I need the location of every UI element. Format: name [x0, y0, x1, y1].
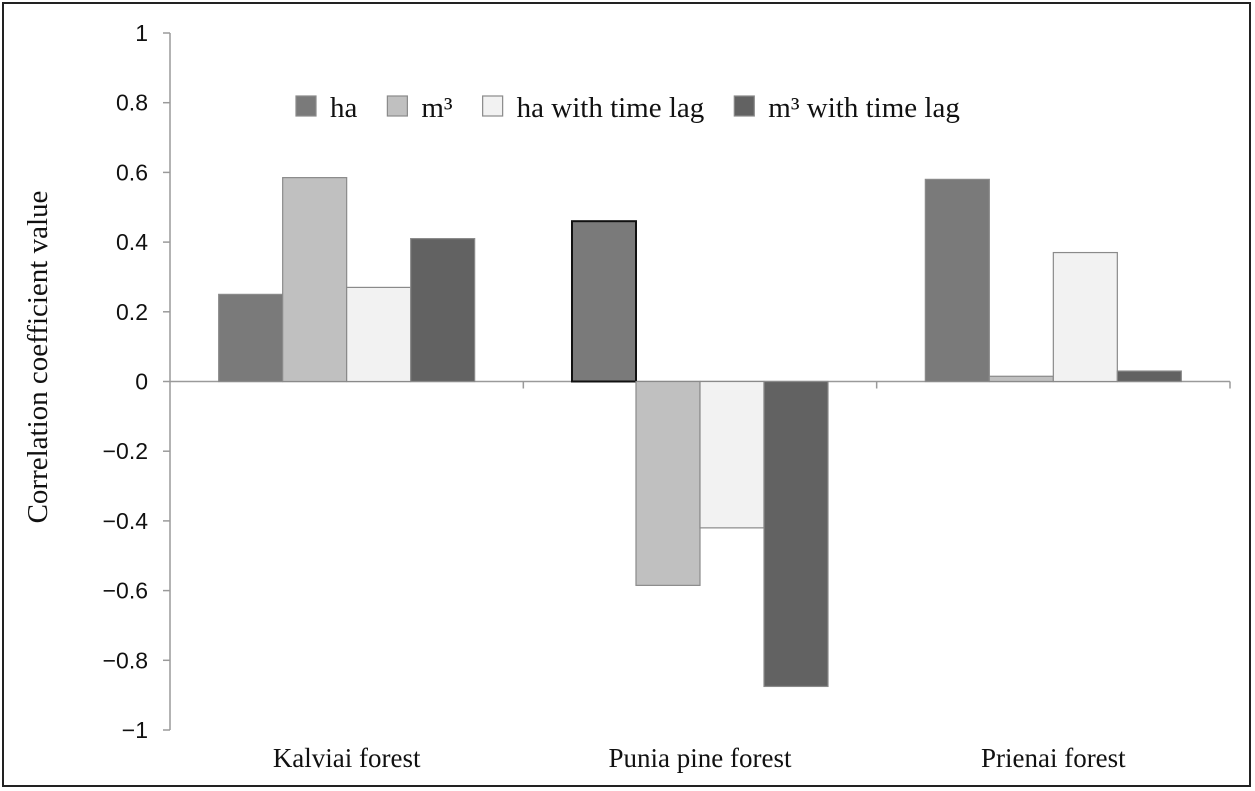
y-tick-label: −1 — [122, 717, 148, 743]
legend-swatch — [733, 95, 755, 117]
bar-1-1 — [635, 380, 701, 586]
y-axis-label: Correlation coefficient value — [22, 191, 54, 524]
y-tick-label: 1 — [135, 20, 148, 46]
bar-0-0 — [218, 293, 284, 383]
bar-2-0 — [346, 286, 412, 383]
y-tick-label: −0.4 — [103, 508, 149, 534]
y-tick-label: 0.4 — [116, 229, 148, 255]
category-label: Kalviai forest — [273, 743, 421, 773]
bar-1-2 — [988, 375, 1054, 383]
legend: ha m³ ha with time lag m³ with time lag — [295, 92, 960, 124]
legend-swatch — [386, 95, 408, 117]
bar-2-2 — [1052, 251, 1118, 383]
legend-label: ha — [330, 92, 358, 124]
y-tick-label: 0.8 — [116, 90, 148, 116]
y-tick-labels: 1 0.8 0.6 0.4 0.2 0 −0.2 −0.4 −0.6 −0.8 −1 — [103, 20, 149, 743]
y-tick-label: 0.6 — [116, 159, 148, 185]
bar-2-1 — [699, 380, 765, 529]
legend-swatch — [295, 95, 317, 117]
legend-label: m³ — [421, 92, 453, 124]
y-tick-label: 0 — [135, 369, 148, 395]
category-label: Punia pine forest — [609, 743, 792, 773]
category-label: Prienai forest — [981, 743, 1126, 773]
bar-3-1 — [763, 380, 829, 688]
category-labels: Kalviai forest Punia pine forest Prienai f… — [273, 743, 1126, 773]
y-tick-label: −0.8 — [103, 647, 148, 673]
legend-label: ha with time lag — [517, 92, 705, 124]
bars — [218, 177, 1182, 688]
legend-label: m³ with time lag — [768, 92, 960, 124]
bar-1-0 — [282, 177, 348, 383]
bar-0-1 — [571, 220, 637, 383]
y-tick-label: −0.2 — [103, 438, 148, 464]
y-tick-label: −0.6 — [103, 578, 148, 604]
y-tick-label: 0.2 — [116, 299, 148, 325]
bar-3-0 — [410, 238, 476, 383]
legend-swatch — [482, 95, 504, 117]
bar-3-2 — [1116, 370, 1182, 383]
bar-0-2 — [924, 178, 990, 383]
